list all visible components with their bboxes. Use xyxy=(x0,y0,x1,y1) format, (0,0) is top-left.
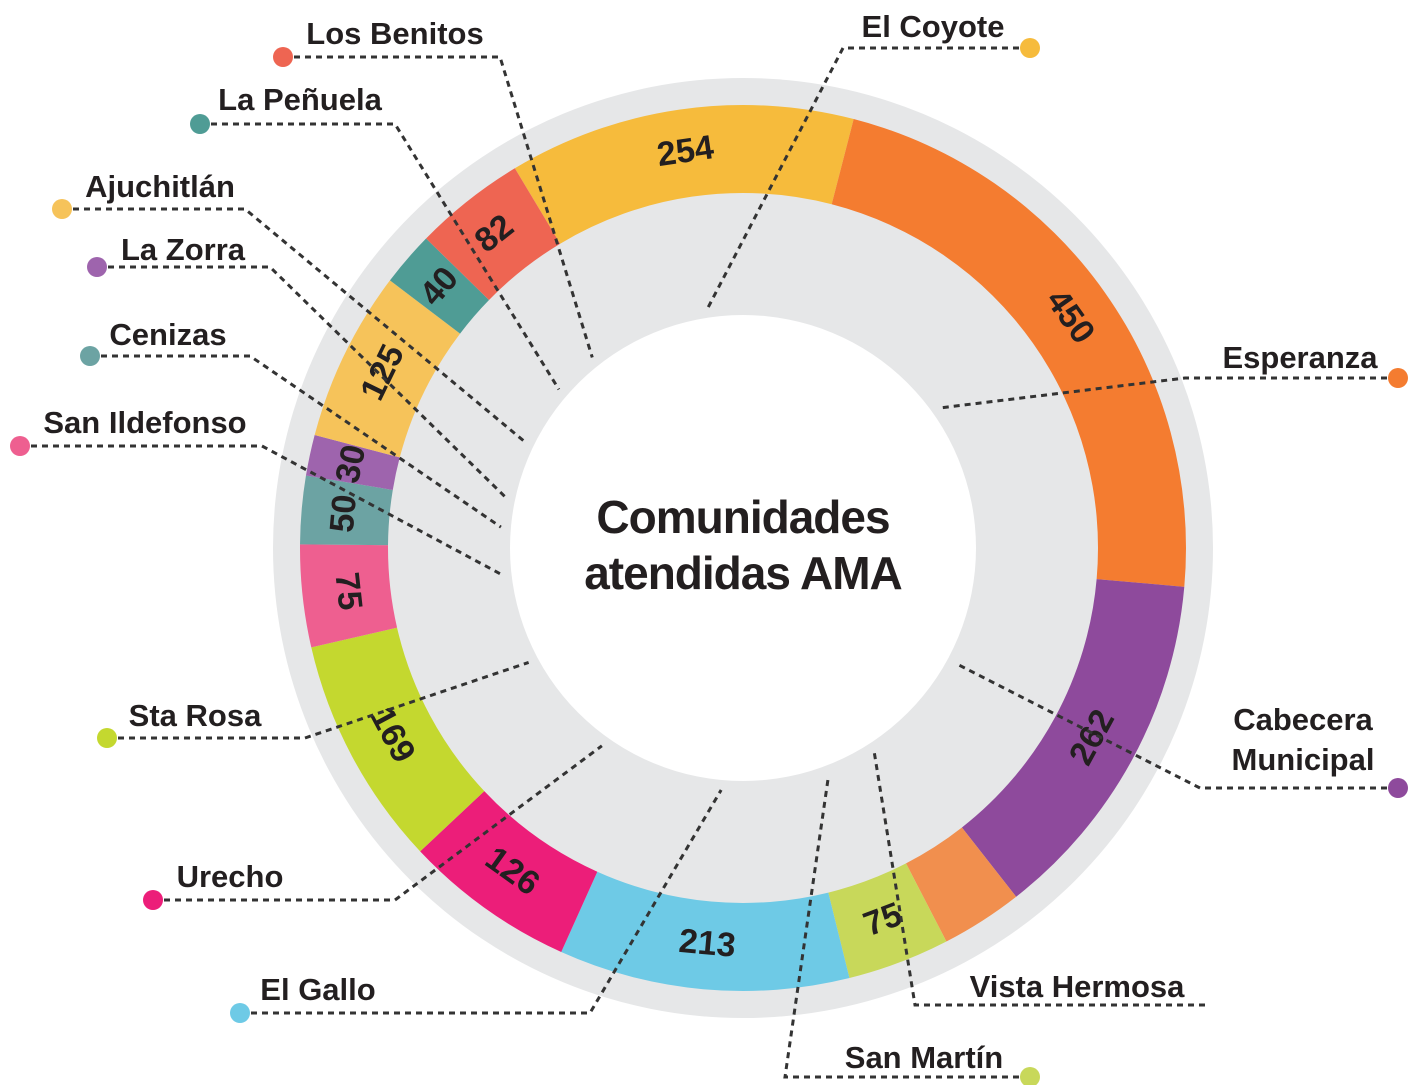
segment xyxy=(514,105,854,244)
segment xyxy=(828,863,947,979)
category-label: Ajuchitlán xyxy=(85,169,235,204)
category-label: Los Benitos xyxy=(306,16,484,51)
leader-line xyxy=(90,354,502,529)
label-dot xyxy=(190,114,210,134)
segment-value: 75 xyxy=(327,570,369,612)
label-dot xyxy=(273,47,293,67)
center-hole xyxy=(510,315,976,781)
label-dot xyxy=(1020,38,1040,58)
segment xyxy=(420,791,598,952)
segment xyxy=(314,280,461,458)
title-line: Comunidades xyxy=(596,491,890,543)
segment xyxy=(389,238,490,334)
segment xyxy=(426,168,561,300)
label-dot xyxy=(80,346,100,366)
category-label: Urecho xyxy=(176,859,284,894)
leader-line xyxy=(62,207,526,443)
segment xyxy=(831,119,1187,587)
label-dot xyxy=(143,890,163,910)
leader-line xyxy=(240,789,723,1015)
category-label: Vista Hermosa xyxy=(969,969,1185,1004)
category-label: San Martín xyxy=(844,1040,1004,1075)
segment xyxy=(561,871,850,991)
category-label: Sta Rosa xyxy=(128,698,262,733)
segment-value: 30 xyxy=(328,441,373,486)
center-title: Comunidades atendidas AMA xyxy=(584,489,903,601)
label-dot xyxy=(1388,778,1408,798)
segment-value: 213 xyxy=(677,922,737,965)
segment xyxy=(300,544,398,648)
leader-line xyxy=(107,661,530,740)
category-label: El Coyote xyxy=(861,9,1005,44)
label-dot xyxy=(1388,368,1408,388)
segment xyxy=(300,475,393,546)
category-label: Esperanza xyxy=(1222,340,1378,375)
category-label: La Peñuela xyxy=(218,82,382,117)
category-label: El Gallo xyxy=(260,972,376,1007)
category-label: Cenizas xyxy=(109,317,227,352)
label-dot xyxy=(52,199,72,219)
leader-line xyxy=(783,775,1030,1079)
label-dot xyxy=(10,436,30,456)
category-label: San Ildefonso xyxy=(43,405,247,440)
leader-line xyxy=(97,265,507,499)
leader-line xyxy=(20,444,503,576)
leader-line xyxy=(941,376,1398,410)
category-label: La Zorra xyxy=(120,232,246,267)
leader-line xyxy=(955,662,1398,790)
segment-value: 50 xyxy=(323,493,364,534)
segment xyxy=(905,827,1017,942)
segment xyxy=(311,627,485,852)
segment-value: 254 xyxy=(655,128,717,174)
label-dot xyxy=(1020,1067,1040,1085)
label-dot xyxy=(230,1003,250,1023)
segment xyxy=(961,579,1185,897)
segment xyxy=(305,434,400,490)
leader-line xyxy=(706,46,1030,309)
label-dot xyxy=(97,728,117,748)
title-line: atendidas AMA xyxy=(584,547,903,599)
leader-line xyxy=(153,744,603,902)
label-dot xyxy=(87,257,107,277)
category-label: Cabecera Municipal xyxy=(1231,702,1375,777)
leader-line xyxy=(872,752,1205,1007)
